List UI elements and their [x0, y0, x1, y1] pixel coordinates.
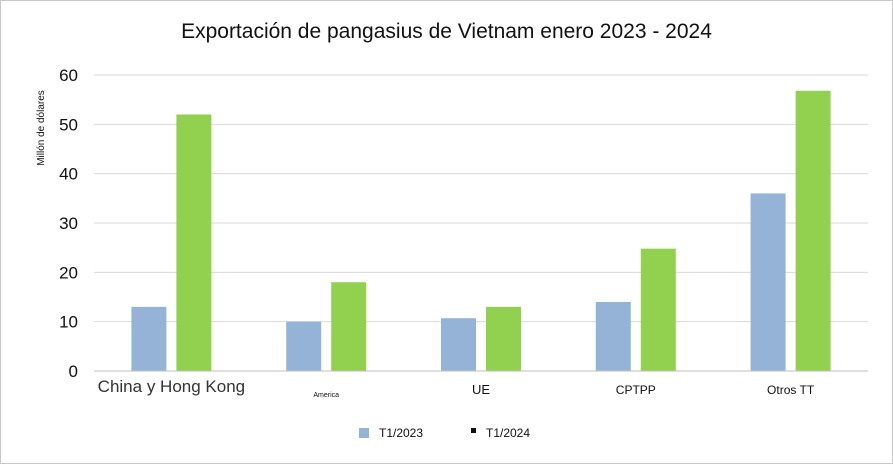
- x-tick-label: UE: [472, 382, 490, 397]
- y-tick-label: 40: [59, 165, 78, 184]
- bar-t1-2023-1: [286, 321, 322, 371]
- bar-t1-2023-0: [131, 306, 167, 371]
- bar-t1-2023-2: [441, 318, 476, 371]
- x-tick-label: CPTPP: [616, 383, 656, 397]
- x-tick-labels: China y Hong Kong America UE CPTPP Otros TT: [98, 377, 815, 399]
- chart-title: Exportación de pangasius de Vietnam ener…: [181, 20, 712, 43]
- legend-swatch: [359, 428, 369, 438]
- legend-label: T1/2024: [486, 426, 530, 440]
- y-tick-labels: 0 10 20 30 40 50 60: [59, 66, 78, 381]
- bar-t1-2024-3: [640, 248, 676, 371]
- bar-t1-2024-4: [795, 90, 831, 371]
- y-tick-label: 0: [69, 362, 78, 381]
- legend-label: T1/2023: [379, 426, 423, 440]
- y-tick-label: 30: [59, 214, 78, 233]
- legend: T1/2023 T1/2024: [359, 426, 530, 440]
- bar-t1-2024-2: [486, 306, 521, 371]
- y-axis-label: Millón de dólares: [36, 90, 47, 166]
- x-tick-label: Otros TT: [767, 383, 815, 397]
- legend-swatch: [471, 428, 476, 433]
- y-tick-label: 10: [59, 313, 78, 332]
- grid-lines: [94, 74, 868, 323]
- x-tick-label: America: [313, 392, 339, 399]
- y-tick-label: 20: [59, 263, 78, 282]
- y-tick-label: 50: [59, 115, 78, 134]
- x-tick-label: China y Hong Kong: [98, 377, 245, 396]
- y-tick-label: 60: [59, 66, 78, 85]
- bar-t1-2024-1: [331, 282, 367, 371]
- bars: [131, 90, 831, 371]
- bar-t1-2024-0: [176, 114, 212, 371]
- bar-t1-2023-3: [595, 301, 631, 371]
- bar-t1-2023-4: [750, 193, 786, 371]
